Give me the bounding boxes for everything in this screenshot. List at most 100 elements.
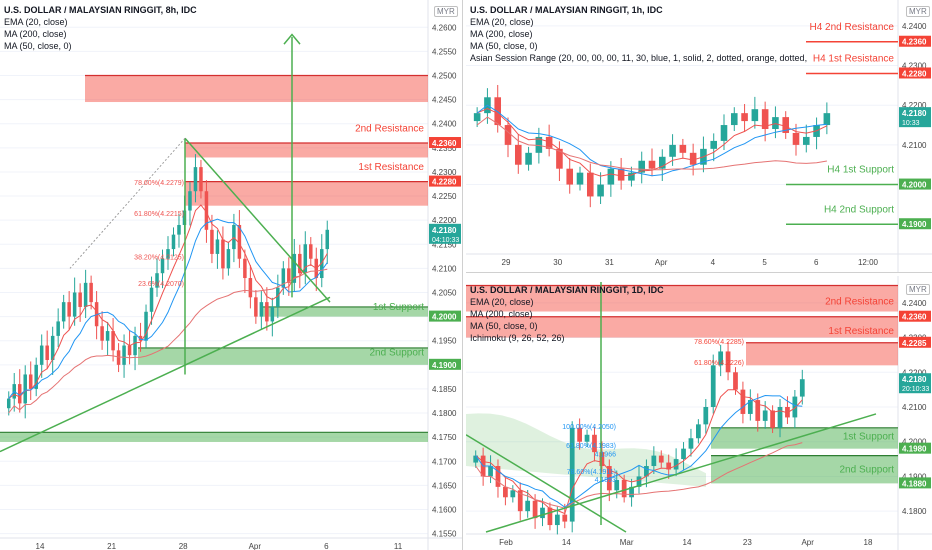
currency-badge: MYR [434, 6, 458, 17]
fib-label: 61.80%(4.2226) [694, 360, 744, 367]
price-label-box [899, 178, 931, 190]
candle [138, 335, 143, 341]
indicator-ema: EMA (20, close) [470, 17, 534, 27]
y-tick-label: 4.2200 [902, 368, 927, 377]
countdown-label: 04:10:33 [432, 237, 459, 244]
candle [562, 514, 568, 522]
candle [755, 400, 761, 421]
candle [199, 167, 203, 192]
candle [747, 400, 753, 414]
candle [525, 500, 531, 512]
candle [34, 364, 38, 389]
candle [221, 239, 225, 269]
zone-label: 1st Resistance [358, 162, 424, 173]
legend-1d: U.S. DOLLAR / MALAYSIAN RINGGIT, 1D, IDC… [470, 284, 664, 344]
candle [577, 427, 582, 442]
candle [494, 97, 502, 126]
x-tick-label: 5 [762, 258, 767, 267]
candle [298, 253, 302, 274]
candle [166, 249, 170, 259]
candle [703, 407, 709, 425]
y-tick-label: 4.1950 [432, 337, 457, 346]
price-label-box [429, 358, 461, 370]
zone-label: H4 1st Resistance [813, 54, 895, 65]
x-tick-label: 18 [864, 538, 873, 547]
ma-line [475, 394, 803, 508]
indicator-ichimoku: Ichimoku (9, 26, 52, 26) [470, 333, 565, 343]
chart-canvas-8h[interactable]: 4.1550 4.1600 4.1650 4.1700 4.1750 4.1800 4.18… [0, 0, 462, 550]
candle [259, 302, 264, 317]
candle [504, 125, 512, 145]
candle [67, 302, 71, 317]
indicator-ma50: MA (50, close, 0) [470, 41, 538, 51]
candle [648, 160, 656, 169]
y-tick-label: 4.2300 [432, 168, 457, 177]
candle [762, 410, 768, 421]
x-tick-label: 29 [502, 258, 511, 267]
candle [276, 287, 280, 307]
price-label-box [429, 137, 461, 149]
currency-badge: MYR [906, 284, 930, 295]
candle [248, 278, 253, 298]
fib-label: 4.1893 [595, 477, 617, 484]
price-label: 4.2360 [902, 313, 927, 322]
price-label-box [899, 107, 931, 128]
currency-badge: MYR [906, 6, 930, 17]
candle [802, 136, 810, 145]
candle [309, 244, 313, 259]
candle [89, 282, 93, 303]
chart-panel-8h[interactable]: 4.1550 4.1600 4.1650 4.1700 4.1750 4.1800 4.18… [0, 0, 463, 550]
candle [177, 224, 181, 235]
candle [532, 500, 538, 519]
zone-resistance [466, 316, 898, 338]
zone-label: 2nd Support [370, 348, 425, 359]
ema-line [8, 204, 328, 399]
chart-panel-1d[interactable]: 4.18004.19004.20004.21004.22004.23004.24… [466, 276, 932, 550]
candle [56, 321, 60, 336]
x-tick-label: 14 [36, 542, 45, 550]
symbol-title: U.S. DOLLAR / MALAYSIAN RINGGIT, 1h, IDC [470, 5, 663, 15]
fib-label: 78.60%(4.2279) [134, 180, 184, 187]
zone-label: H4 2nd Support [824, 204, 894, 215]
x-tick-label: Apr [249, 542, 262, 550]
y-tick-label: 4.1850 [432, 385, 457, 394]
zone-support [0, 432, 428, 442]
y-tick-label: 4.2100 [432, 264, 457, 273]
candle [116, 350, 121, 365]
candle [23, 374, 27, 404]
x-tick-label: 14 [683, 538, 692, 547]
chart-panel-1h[interactable]: 4.2000 4.2100 4.2200 4.2300 4.2400 29 30 31 Apr 4… [466, 0, 932, 273]
price-label: 4.2000 [432, 313, 457, 322]
candle [629, 486, 634, 498]
candle [83, 282, 88, 307]
candle [171, 234, 176, 250]
candle [792, 132, 800, 145]
candle [569, 427, 575, 522]
candle [45, 345, 49, 360]
candle [720, 125, 728, 141]
y-tick-label: 4.2050 [432, 288, 457, 297]
fib-label: 38.20%(4.2125) [134, 254, 184, 261]
candle [72, 292, 77, 317]
candle [122, 345, 126, 365]
chart-canvas-1d[interactable]: 4.18004.19004.20004.21004.22004.23004.24… [466, 276, 932, 550]
zone-label: 2nd Resistance [355, 123, 424, 134]
x-tick-label: Mar [620, 538, 634, 547]
price-label-box [899, 35, 931, 47]
price-label-box [899, 67, 931, 79]
indicator-ema: EMA (20, close) [4, 17, 68, 27]
price-label-box [899, 442, 931, 454]
chart-canvas-1h[interactable]: 4.2000 4.2100 4.2200 4.2300 4.2400 29 30 31 Apr 4… [466, 0, 932, 272]
candle [584, 434, 590, 442]
indicator-ma200: MA (200, close) [4, 29, 67, 39]
candle [545, 136, 553, 149]
price-label: 4.2360 [432, 139, 457, 148]
candle [270, 306, 275, 322]
zone-resistance [185, 143, 428, 158]
candle [556, 148, 563, 169]
y-tick-label: 4.1600 [432, 505, 457, 514]
fib-label: 61.80%(4.2215) [134, 211, 184, 218]
candle [193, 167, 198, 192]
candle [777, 407, 783, 428]
candle [644, 466, 649, 477]
